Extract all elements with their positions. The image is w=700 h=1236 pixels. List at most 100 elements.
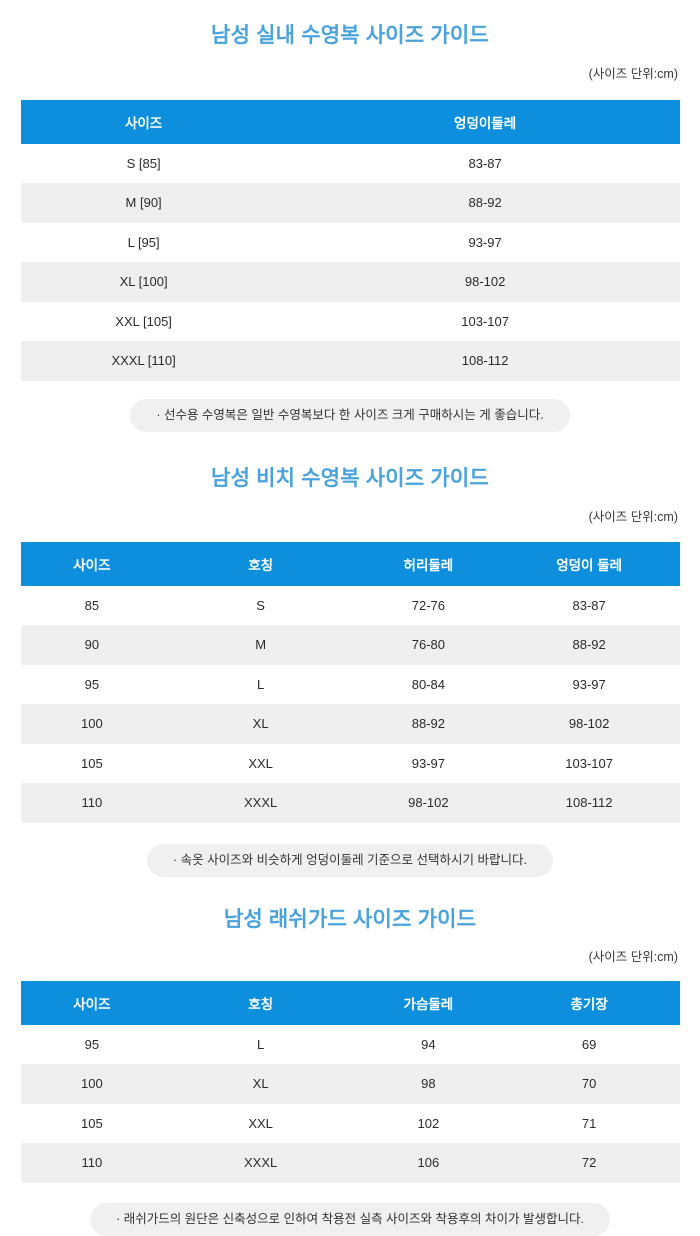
cell-hip: 88-92 xyxy=(515,625,680,665)
note-wrap-indoor-swimwear: · 선수용 수영복은 일반 수영복보다 한 사이즈 크게 구매하시는 게 좋습니… xyxy=(0,381,700,433)
size-table-indoor-swimwear: 사이즈 엉덩이둘레 S [85] 83-87 M [90] 88-92 L [9… xyxy=(21,100,680,381)
cell-hip: 83-87 xyxy=(345,144,680,184)
cell-size: XL [100] xyxy=(21,262,345,302)
cell-hip: 98-102 xyxy=(515,704,680,744)
size-table-beach-swimwear: 사이즈 호칭 허리둘레 엉덩이 둘레 85 S 72-76 83-87 90 xyxy=(21,542,680,823)
cell-waist: 80-84 xyxy=(350,665,515,705)
table-row: 110 XXXL 98-102 108-112 xyxy=(21,783,680,823)
cell-chest: 106 xyxy=(350,1143,515,1183)
cell-hip: 93-97 xyxy=(345,223,680,263)
table-header-rashguard: 사이즈 호칭 가슴둘레 총기장 xyxy=(21,981,680,1025)
page-title-indoor-swimwear: 남성 실내 수영복 사이즈 가이드 xyxy=(0,0,700,46)
cell-designation: L xyxy=(185,1025,350,1065)
cell-size: 85 xyxy=(21,586,186,626)
cell-total-length: 72 xyxy=(515,1143,680,1183)
cell-total-length: 69 xyxy=(515,1025,680,1065)
table-row: XXL [105] 103-107 xyxy=(21,302,680,342)
cell-waist: 72-76 xyxy=(350,586,515,626)
cell-size: XXXL [110] xyxy=(21,341,345,381)
unit-note-beach-swimwear: (사이즈 단위:cm) xyxy=(0,489,700,524)
table-row: M [90] 88-92 xyxy=(21,183,680,223)
table-row: XL [100] 98-102 xyxy=(21,262,680,302)
cell-designation: M xyxy=(185,625,350,665)
table-row: 90 M 76-80 88-92 xyxy=(21,625,680,665)
cell-total-length: 71 xyxy=(515,1104,680,1144)
cell-designation: XXXL xyxy=(185,1143,350,1183)
cell-designation: L xyxy=(185,665,350,705)
table-row: 100 XL 98 70 xyxy=(21,1064,680,1104)
cell-waist: 76-80 xyxy=(350,625,515,665)
cell-waist: 93-97 xyxy=(350,744,515,784)
cell-hip: 83-87 xyxy=(515,586,680,626)
table-header-row: 사이즈 호칭 가슴둘레 총기장 xyxy=(21,981,680,1025)
cell-chest: 98 xyxy=(350,1064,515,1104)
cell-hip: 88-92 xyxy=(345,183,680,223)
cell-size: M [90] xyxy=(21,183,345,223)
column-header-designation: 호칭 xyxy=(185,542,350,586)
section-beach-swimwear: 남성 비치 수영복 사이즈 가이드 (사이즈 단위:cm) 사이즈 호칭 허리둘… xyxy=(0,432,700,877)
column-header-hip: 엉덩이 둘레 xyxy=(515,542,680,586)
table-row: 110 XXXL 106 72 xyxy=(21,1143,680,1183)
table-wrap-rashguard: 사이즈 호칭 가슴둘레 총기장 95 L 94 69 100 xyxy=(0,964,700,1183)
cell-hip: 108-112 xyxy=(515,783,680,823)
cell-size: 110 xyxy=(21,1143,186,1183)
cell-designation: S xyxy=(185,586,350,626)
size-table-rashguard: 사이즈 호칭 가슴둘레 총기장 95 L 94 69 100 xyxy=(21,981,680,1183)
table-row: 100 XL 88-92 98-102 xyxy=(21,704,680,744)
cell-hip: 103-107 xyxy=(515,744,680,784)
table-row: 85 S 72-76 83-87 xyxy=(21,586,680,626)
table-row: 105 XXL 93-97 103-107 xyxy=(21,744,680,784)
cell-size: 100 xyxy=(21,704,186,744)
section-indoor-swimwear: 남성 실내 수영복 사이즈 가이드 (사이즈 단위:cm) 사이즈 엉덩이둘레 … xyxy=(0,0,700,432)
table-body-rashguard: 95 L 94 69 100 XL 98 70 105 XXL 102 xyxy=(21,1025,680,1183)
table-row: S [85] 83-87 xyxy=(21,144,680,184)
table-row: 105 XXL 102 71 xyxy=(21,1104,680,1144)
table-row: XXXL [110] 108-112 xyxy=(21,341,680,381)
column-header-size: 사이즈 xyxy=(21,100,345,144)
cell-size: 105 xyxy=(21,744,186,784)
cell-designation: XXL xyxy=(185,1104,350,1144)
column-header-total-length: 총기장 xyxy=(515,981,680,1025)
cell-size: XXL [105] xyxy=(21,302,345,342)
cell-hip: 108-112 xyxy=(345,341,680,381)
column-header-size: 사이즈 xyxy=(21,981,186,1025)
cell-designation: XXL xyxy=(185,744,350,784)
column-header-size: 사이즈 xyxy=(21,542,186,586)
page-title-rashguard: 남성 래쉬가드 사이즈 가이드 xyxy=(0,877,700,930)
note-rashguard: · 래쉬가드의 원단은 신축성으로 인하여 착용전 실측 사이즈와 착용후의 차… xyxy=(90,1203,610,1236)
column-header-chest: 가슴둘레 xyxy=(350,981,515,1025)
cell-hip: 93-97 xyxy=(515,665,680,705)
table-wrap-indoor-swimwear: 사이즈 엉덩이둘레 S [85] 83-87 M [90] 88-92 L [9… xyxy=(0,81,700,381)
note-wrap-beach-swimwear: · 속옷 사이즈와 비슷하게 엉덩이둘레 기준으로 선택하시기 바랍니다. xyxy=(0,823,700,878)
note-indoor-swimwear: · 선수용 수영복은 일반 수영복보다 한 사이즈 크게 구매하시는 게 좋습니… xyxy=(130,399,569,433)
unit-note-rashguard: (사이즈 단위:cm) xyxy=(0,930,700,964)
table-row: 95 L 80-84 93-97 xyxy=(21,665,680,705)
table-header-row: 사이즈 호칭 허리둘레 엉덩이 둘레 xyxy=(21,542,680,586)
cell-hip: 103-107 xyxy=(345,302,680,342)
cell-size: 110 xyxy=(21,783,186,823)
cell-size: 90 xyxy=(21,625,186,665)
cell-size: S [85] xyxy=(21,144,345,184)
note-beach-swimwear: · 속옷 사이즈와 비슷하게 엉덩이둘레 기준으로 선택하시기 바랍니다. xyxy=(147,844,553,878)
table-row: 95 L 94 69 xyxy=(21,1025,680,1065)
size-guide-page: 남성 실내 수영복 사이즈 가이드 (사이즈 단위:cm) 사이즈 엉덩이둘레 … xyxy=(0,0,700,1207)
table-header-beach-swimwear: 사이즈 호칭 허리둘레 엉덩이 둘레 xyxy=(21,542,680,586)
cell-size: 100 xyxy=(21,1064,186,1104)
column-header-designation: 호칭 xyxy=(185,981,350,1025)
page-title-beach-swimwear: 남성 비치 수영복 사이즈 가이드 xyxy=(0,432,700,489)
column-header-hip: 엉덩이둘레 xyxy=(345,100,680,144)
cell-designation: XL xyxy=(185,1064,350,1104)
cell-chest: 94 xyxy=(350,1025,515,1065)
note-wrap-rashguard: · 래쉬가드의 원단은 신축성으로 인하여 착용전 실측 사이즈와 착용후의 차… xyxy=(0,1183,700,1236)
table-row: L [95] 93-97 xyxy=(21,223,680,263)
table-header-row: 사이즈 엉덩이둘레 xyxy=(21,100,680,144)
cell-waist: 88-92 xyxy=(350,704,515,744)
table-body-indoor-swimwear: S [85] 83-87 M [90] 88-92 L [95] 93-97 X… xyxy=(21,144,680,381)
column-header-waist: 허리둘레 xyxy=(350,542,515,586)
cell-chest: 102 xyxy=(350,1104,515,1144)
cell-size: 95 xyxy=(21,1025,186,1065)
cell-total-length: 70 xyxy=(515,1064,680,1104)
table-wrap-beach-swimwear: 사이즈 호칭 허리둘레 엉덩이 둘레 85 S 72-76 83-87 90 xyxy=(0,524,700,823)
cell-designation: XL xyxy=(185,704,350,744)
cell-designation: XXXL xyxy=(185,783,350,823)
